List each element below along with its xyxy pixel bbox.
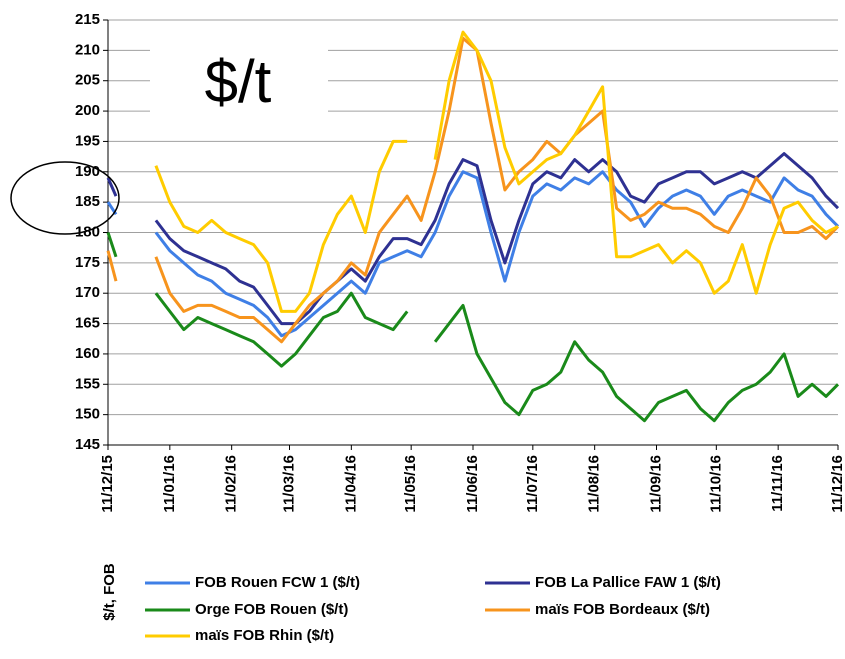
plot-area: 1451501551601651701751801851901952002052…: [75, 11, 845, 513]
y-tick-label: 165: [75, 315, 100, 332]
y-tick-label: 215: [75, 11, 100, 28]
series-line: [106, 170, 840, 338]
series-line: [154, 30, 839, 313]
y-tick-label: 170: [75, 284, 100, 301]
highlight-ellipse: [10, 161, 120, 235]
x-tick-label: 11/01/16: [161, 455, 178, 513]
x-tick-label: 11/12/16: [829, 455, 845, 513]
y-tick-label: 200: [75, 102, 100, 119]
y-tick-label: 150: [75, 406, 100, 423]
series-line: [106, 232, 840, 423]
x-tick-label: 11/02/16: [223, 455, 240, 513]
legend-label: FOB Rouen FCW 1 ($/t): [195, 574, 360, 591]
y-tick-label: 185: [75, 193, 100, 210]
legend-label: FOB La Pallice FAW 1 ($/t): [535, 574, 721, 591]
y-tick-label: 210: [75, 41, 100, 58]
y-tick-label: 175: [75, 254, 100, 271]
x-tick-label: 11/10/16: [707, 455, 724, 513]
legend-label: maïs FOB Rhin ($/t): [195, 627, 334, 644]
y-tick-label: 160: [75, 345, 100, 362]
x-tick-label: 11/09/16: [647, 455, 664, 513]
y-tick-label: 205: [75, 72, 100, 89]
x-tick-label: 11/03/16: [280, 455, 297, 513]
y-tick-label: 195: [75, 132, 100, 149]
legend-label: maïs FOB Bordeaux ($/t): [535, 601, 710, 618]
y-axis-label: $/t, FOB: [101, 563, 118, 621]
x-tick-label: 11/08/16: [586, 455, 603, 513]
series-line: [106, 152, 840, 326]
y-tick-label: 155: [75, 375, 100, 392]
x-tick-label: 11/07/16: [524, 455, 541, 513]
x-tick-label: 11/12/15: [99, 455, 116, 513]
annotation-box: [150, 40, 328, 126]
x-tick-label: 11/06/16: [464, 455, 481, 513]
legend-label: Orge FOB Rouen ($/t): [195, 601, 348, 618]
x-tick-label: 11/04/16: [342, 455, 359, 513]
x-tick-label: 11/05/16: [402, 455, 419, 513]
annotation: $/t: [205, 48, 272, 115]
x-tick-label: 11/11/16: [769, 455, 786, 512]
y-tick-label: 180: [75, 223, 100, 240]
y-tick-label: 145: [75, 436, 100, 453]
series-line: [106, 36, 840, 344]
